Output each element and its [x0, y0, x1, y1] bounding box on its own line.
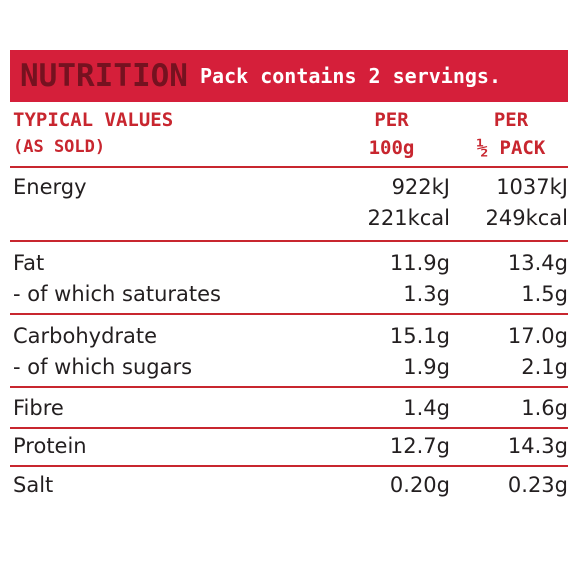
per-half-pack-value: 2.1g	[521, 355, 568, 379]
nutrient-label: Energy	[13, 175, 87, 199]
per-100g-value-cell: 12.7g	[333, 431, 454, 462]
per-half-pack-value: 1.5g	[521, 282, 568, 306]
nutrient-label: Carbohydrate	[13, 324, 158, 348]
table-row: Salt 0.20g 0.23g	[10, 467, 568, 504]
table-row: Fibre 1.4g 1.6g	[10, 388, 568, 429]
table-row: Fat - of which saturates 11.9g 1.3g 13.4g 1.5…	[10, 242, 568, 315]
nutrient-label	[13, 203, 333, 234]
table-row: Protein 12.7g 14.3g	[10, 429, 568, 467]
nutrient-label-cell: Fat - of which saturates	[10, 248, 333, 310]
nutrient-label-cell: Salt	[10, 470, 333, 501]
per-100g-value: 221kcal	[367, 206, 451, 230]
nutrient-label: Protein	[13, 434, 87, 458]
per-100g-value: 11.9g	[389, 251, 450, 275]
nutrient-label-cell: Carbohydrate - of which sugars	[10, 321, 333, 383]
per-half-pack-value-cell: 17.0g 2.1g	[454, 321, 568, 383]
per-half-pack-line2: ½ PACK	[476, 137, 546, 159]
per-100g-line1: PER	[374, 109, 409, 131]
per-half-pack-value: 17.0g	[507, 324, 568, 348]
per-100g-value: 1.4g	[403, 396, 450, 420]
per-100g-value: 922kJ	[391, 175, 450, 199]
per-half-pack-value: 14.3g	[507, 434, 568, 458]
nutrition-panel: NUTRITION Pack contains 2 servings. TYPI…	[10, 50, 568, 504]
table-row: Energy 922kJ 221kcal 1037kJ 249kcal	[10, 168, 568, 242]
nutrition-title: NUTRITION	[20, 58, 188, 94]
per-100g-value-cell: 0.20g	[333, 470, 454, 501]
nutrient-label-cell: Fibre	[10, 393, 333, 424]
per-half-pack-header: PER ½ PACK	[454, 106, 568, 162]
per-half-pack-line1: PER	[493, 109, 529, 131]
per-100g-value: 1.3g	[403, 282, 450, 306]
per-100g-value: 15.1g	[389, 324, 450, 348]
per-100g-value: 12.7g	[389, 434, 450, 458]
per-100g-value-cell: 1.4g	[333, 393, 454, 424]
nutrient-label: Fat	[13, 251, 45, 275]
typical-values-label: TYPICAL VALUES	[13, 109, 174, 131]
nutrient-label: - of which saturates	[13, 282, 221, 306]
per-half-pack-value: 1037kJ	[496, 175, 568, 199]
nutrition-rows: Energy 922kJ 221kcal 1037kJ 249kcal Fat - of …	[10, 168, 568, 504]
per-half-pack-value: 249kcal	[485, 206, 569, 230]
per-half-pack-value-cell: 1037kJ 249kcal	[454, 172, 569, 234]
nutrient-label: - of which sugars	[13, 355, 193, 379]
table-header-row: TYPICAL VALUES (AS SOLD) PER 100g PER ½ …	[10, 102, 568, 168]
per-half-pack-value-cell: 14.3g	[454, 431, 568, 462]
typical-values-header: TYPICAL VALUES (AS SOLD)	[10, 106, 333, 162]
per-100g-value-cell: 922kJ 221kcal	[333, 172, 454, 234]
per-100g-value-cell: 15.1g 1.9g	[333, 321, 454, 383]
nutrient-label-cell: Protein	[10, 431, 333, 462]
nutrition-banner: NUTRITION Pack contains 2 servings.	[10, 50, 568, 102]
per-half-pack-value-cell: 1.6g	[454, 393, 568, 424]
per-half-pack-value-cell: 0.23g	[454, 470, 568, 501]
per-100g-value: 0.20g	[389, 473, 450, 497]
per-half-pack-value-cell: 13.4g 1.5g	[454, 248, 568, 310]
as-sold-label: (AS SOLD)	[13, 137, 106, 157]
nutrient-label: Fibre	[13, 396, 64, 420]
per-100g-header: PER 100g	[333, 106, 454, 162]
per-half-pack-value: 0.23g	[507, 473, 568, 497]
servings-note: Pack contains 2 servings.	[199, 64, 502, 88]
table-row: Carbohydrate - of which sugars 15.1g 1.9g 17…	[10, 315, 568, 388]
nutrient-label-cell: Energy	[10, 172, 333, 234]
per-half-pack-value: 13.4g	[507, 251, 568, 275]
nutrient-label: Salt	[13, 473, 54, 497]
per-half-pack-value: 1.6g	[521, 396, 568, 420]
per-100g-value-cell: 11.9g 1.3g	[333, 248, 454, 310]
per-100g-line2: 100g	[368, 137, 415, 159]
per-100g-value: 1.9g	[403, 355, 450, 379]
